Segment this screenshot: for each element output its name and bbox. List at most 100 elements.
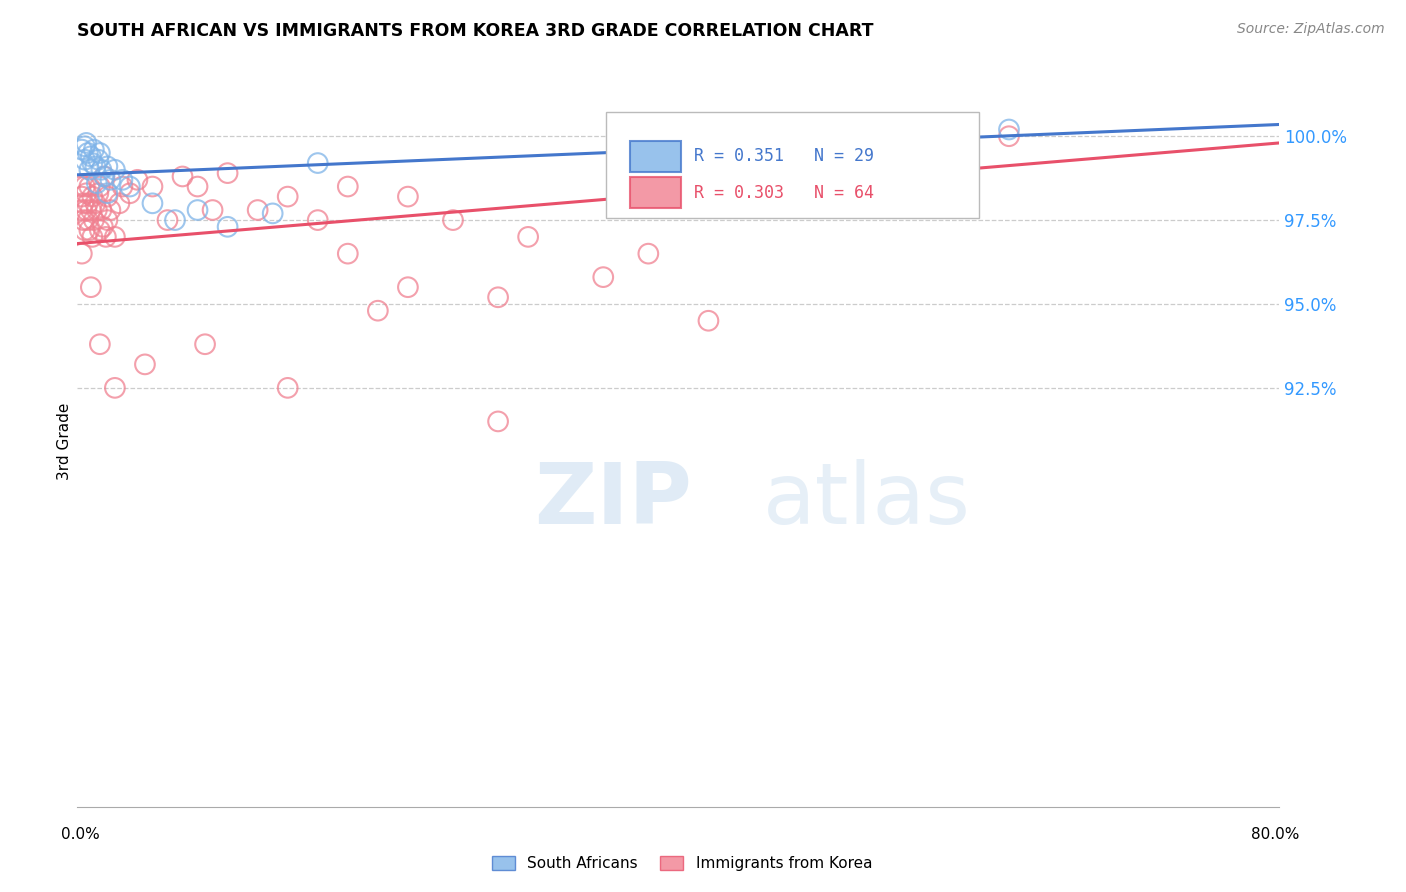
Point: [307, 213, 329, 227]
Text: atlas: atlas: [762, 458, 970, 541]
Point: [76, 146, 98, 161]
Point: [96, 213, 118, 227]
Point: [80, 280, 103, 294]
Point: [118, 179, 141, 194]
Point: [93, 169, 115, 184]
Point: [70, 189, 93, 203]
Point: [89, 146, 111, 161]
Point: [893, 126, 915, 140]
Point: [73, 153, 96, 167]
Y-axis label: 3rd Grade: 3rd Grade: [56, 403, 72, 480]
Point: [70, 143, 93, 157]
Point: [100, 173, 122, 187]
Point: [89, 223, 111, 237]
Point: [94, 230, 117, 244]
Point: [89, 337, 111, 351]
Text: 80.0%: 80.0%: [1251, 827, 1299, 841]
Point: [127, 173, 149, 187]
Point: [75, 202, 97, 217]
Point: [84, 196, 107, 211]
Point: [108, 196, 131, 211]
Point: [396, 189, 419, 203]
Point: [73, 139, 96, 153]
Point: [80, 202, 103, 217]
Point: [104, 230, 127, 244]
Point: [111, 173, 134, 187]
Point: [697, 314, 720, 328]
Text: R = 0.303   N = 64: R = 0.303 N = 64: [695, 184, 875, 202]
Point: [592, 270, 614, 285]
Point: [87, 153, 110, 167]
Text: ZIP: ZIP: [534, 458, 692, 541]
Point: [637, 246, 659, 260]
Text: 0.0%: 0.0%: [60, 827, 100, 841]
Point: [73, 223, 96, 237]
Point: [163, 213, 186, 227]
Point: [141, 196, 163, 211]
Point: [187, 179, 209, 194]
Point: [91, 219, 114, 234]
Point: [486, 290, 509, 304]
Point: [396, 280, 419, 294]
Point: [82, 230, 104, 244]
Point: [84, 160, 107, 174]
Point: [118, 186, 141, 201]
Point: [441, 213, 464, 227]
Point: [156, 213, 179, 227]
Point: [96, 160, 118, 174]
Point: [83, 143, 105, 157]
Text: SOUTH AFRICAN VS IMMIGRANTS FROM KOREA 3RD GRADE CORRELATION CHART: SOUTH AFRICAN VS IMMIGRANTS FROM KOREA 3…: [77, 22, 875, 40]
Point: [75, 136, 97, 150]
Point: [336, 246, 359, 260]
Point: [72, 213, 94, 227]
Point: [96, 186, 118, 201]
FancyBboxPatch shape: [630, 141, 681, 171]
Point: [70, 246, 93, 260]
Point: [83, 213, 105, 227]
Point: [86, 202, 108, 217]
Point: [76, 196, 98, 211]
Point: [87, 186, 110, 201]
Point: [96, 189, 118, 203]
Point: [79, 223, 101, 237]
Point: [104, 162, 127, 177]
Point: [93, 169, 115, 184]
Point: [277, 381, 299, 395]
Point: [922, 126, 945, 140]
Point: [73, 179, 96, 194]
Point: [486, 414, 509, 428]
Point: [69, 179, 91, 194]
Point: [90, 202, 112, 217]
Point: [517, 230, 540, 244]
Point: [217, 166, 239, 180]
Point: [70, 202, 93, 217]
FancyBboxPatch shape: [630, 178, 681, 208]
Point: [100, 202, 122, 217]
Point: [79, 179, 101, 194]
Text: R = 0.351   N = 29: R = 0.351 N = 29: [695, 147, 875, 165]
Point: [90, 162, 112, 177]
Point: [194, 337, 217, 351]
Point: [217, 219, 239, 234]
Legend: South Africans, Immigrants from Korea: South Africans, Immigrants from Korea: [485, 850, 879, 877]
Point: [104, 381, 127, 395]
Point: [187, 202, 209, 217]
Point: [89, 179, 111, 194]
Point: [75, 186, 97, 201]
Point: [998, 129, 1021, 144]
Point: [79, 162, 101, 177]
Point: [80, 149, 103, 163]
Text: Source: ZipAtlas.com: Source: ZipAtlas.com: [1237, 22, 1385, 37]
Point: [76, 213, 98, 227]
Point: [172, 169, 194, 184]
Point: [307, 156, 329, 170]
Point: [82, 156, 104, 170]
Point: [82, 189, 104, 203]
Point: [134, 357, 156, 371]
Point: [111, 179, 134, 194]
Point: [367, 303, 389, 318]
Point: [277, 189, 299, 203]
Point: [72, 196, 94, 211]
Point: [86, 176, 108, 190]
Point: [201, 202, 224, 217]
